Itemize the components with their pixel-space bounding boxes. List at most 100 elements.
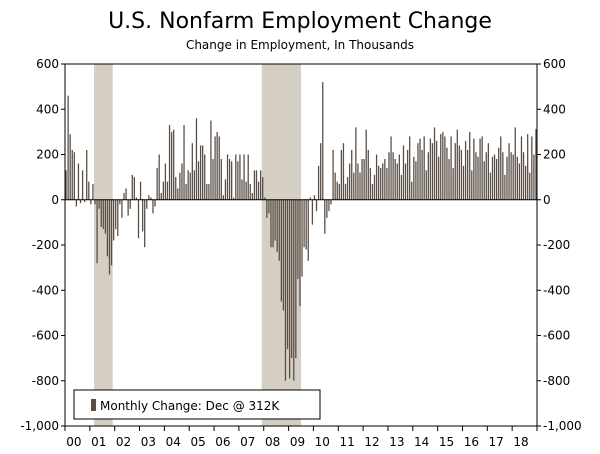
bar — [79, 199, 82, 204]
bar — [301, 199, 303, 277]
bar — [514, 127, 516, 200]
bar — [121, 199, 123, 218]
y-tick-label-right: -600 — [543, 329, 570, 343]
bar — [431, 143, 434, 200]
bar — [98, 199, 100, 209]
bar — [355, 127, 357, 200]
bar — [338, 183, 340, 200]
bar-series — [65, 82, 537, 381]
bar — [282, 199, 285, 311]
bar — [228, 159, 231, 200]
bar — [386, 168, 388, 200]
bar — [425, 170, 427, 200]
x-tick-label: 03 — [141, 435, 156, 449]
bar — [500, 136, 502, 200]
y-tick-label-left: 200 — [36, 148, 59, 162]
bar — [344, 183, 347, 200]
bar — [491, 156, 494, 200]
bar — [506, 156, 508, 200]
bar — [113, 199, 115, 241]
bar — [363, 159, 365, 200]
bar — [154, 199, 156, 207]
bar — [330, 199, 332, 205]
x-tick-label: 17 — [489, 435, 504, 449]
bar — [489, 172, 492, 200]
x-tick-label: 12 — [364, 435, 379, 449]
bar — [106, 199, 109, 257]
bar — [357, 163, 359, 200]
bar — [483, 161, 485, 200]
bar — [104, 199, 107, 234]
y-tick-label-left: 400 — [36, 102, 59, 116]
bar — [510, 152, 512, 200]
bar — [166, 181, 169, 200]
bar — [524, 165, 527, 200]
bar — [272, 199, 274, 248]
bar — [487, 143, 489, 200]
legend-box — [73, 389, 321, 420]
y-tick-label-left: 0 — [51, 193, 59, 207]
bar — [346, 177, 349, 200]
bar — [361, 159, 363, 200]
bar — [417, 143, 419, 200]
bar — [467, 149, 469, 200]
bar — [259, 170, 262, 200]
bar — [251, 192, 253, 200]
bar — [394, 159, 396, 200]
bar — [100, 199, 102, 227]
bar — [398, 154, 400, 200]
bar — [135, 197, 138, 200]
bar — [324, 199, 326, 234]
bar — [452, 168, 454, 200]
bar — [527, 134, 529, 200]
bar — [295, 199, 297, 359]
bar — [390, 136, 392, 200]
legend: Monthly Change: Dec @ 312K — [73, 389, 321, 420]
bar — [392, 152, 394, 200]
bar — [160, 192, 162, 200]
bar — [371, 183, 374, 200]
bar — [340, 149, 343, 200]
bar — [139, 181, 142, 200]
bar — [276, 199, 278, 252]
bar — [110, 199, 113, 266]
bar — [137, 199, 140, 239]
bar — [206, 183, 208, 200]
bar — [181, 163, 183, 200]
bar — [444, 136, 446, 200]
bar — [158, 154, 160, 200]
y-tick-label-right: 200 — [543, 148, 566, 162]
bar — [498, 147, 500, 200]
bar — [458, 145, 461, 200]
bar — [326, 199, 328, 218]
bar — [164, 163, 167, 200]
y-tick-label-right: 0 — [543, 193, 551, 207]
bar — [202, 145, 204, 200]
bar — [241, 179, 243, 200]
x-tick-label: 06 — [215, 435, 230, 449]
bar — [522, 152, 525, 200]
bar — [479, 138, 481, 200]
bar — [131, 174, 133, 200]
bar — [315, 199, 318, 212]
bar — [309, 197, 311, 200]
bar — [502, 152, 504, 200]
bar — [92, 183, 94, 200]
bar — [305, 199, 307, 250]
bar — [94, 199, 96, 205]
bar — [291, 199, 293, 359]
bar — [440, 134, 442, 200]
y-tick-label-left: -200 — [32, 238, 59, 252]
bar — [406, 149, 409, 200]
bar — [216, 131, 218, 200]
bar — [253, 170, 256, 200]
bar — [353, 172, 355, 200]
bar — [367, 149, 369, 200]
bar — [332, 149, 334, 200]
bar — [197, 161, 200, 200]
y-tick-label-right: -1,000 — [543, 419, 582, 433]
x-tick-label: 15 — [439, 435, 454, 449]
bar — [334, 172, 336, 200]
bar — [189, 172, 191, 200]
